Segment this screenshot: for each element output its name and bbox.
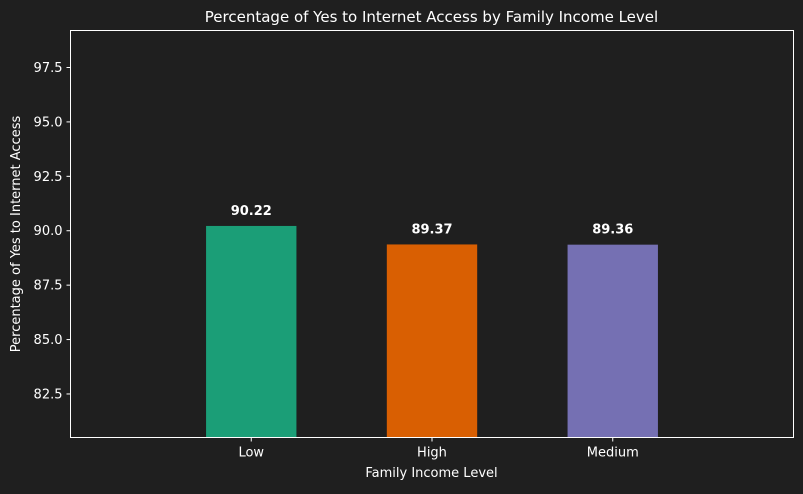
- bar-medium: [567, 244, 658, 438]
- y-tick-label: 97.5: [34, 61, 63, 76]
- x-tick-label: Low: [238, 446, 264, 461]
- y-tick-label: 90.0: [34, 224, 63, 239]
- x-tick-label: Medium: [587, 446, 639, 461]
- y-axis-ticks: 82.5 85.0 87.5 90.0 92.5 95.0 97.5: [34, 61, 71, 402]
- chart-title: Percentage of Yes to Internet Access by …: [205, 8, 658, 26]
- y-axis-label: Percentage of Yes to Internet Access: [9, 116, 24, 353]
- x-axis-ticks: Low High Medium: [238, 437, 639, 461]
- bar-value-label: 89.36: [592, 223, 633, 238]
- y-tick-label: 92.5: [34, 170, 63, 185]
- x-tick-label: High: [417, 446, 447, 461]
- bars-group: [206, 225, 658, 438]
- y-tick-label: 85.0: [34, 333, 63, 348]
- plot-frame: [70, 30, 794, 438]
- value-labels-group: 90.22 89.37 89.36: [231, 204, 634, 238]
- bar-value-label: 90.22: [231, 204, 272, 219]
- y-tick-label: 95.0: [34, 115, 63, 130]
- x-axis-label: Family Income Level: [365, 466, 497, 481]
- y-tick-label: 87.5: [34, 279, 63, 294]
- bar-high: [386, 244, 478, 438]
- bar-value-label: 89.37: [411, 222, 452, 237]
- bar-low: [206, 225, 297, 438]
- y-tick-label: 82.5: [34, 387, 63, 402]
